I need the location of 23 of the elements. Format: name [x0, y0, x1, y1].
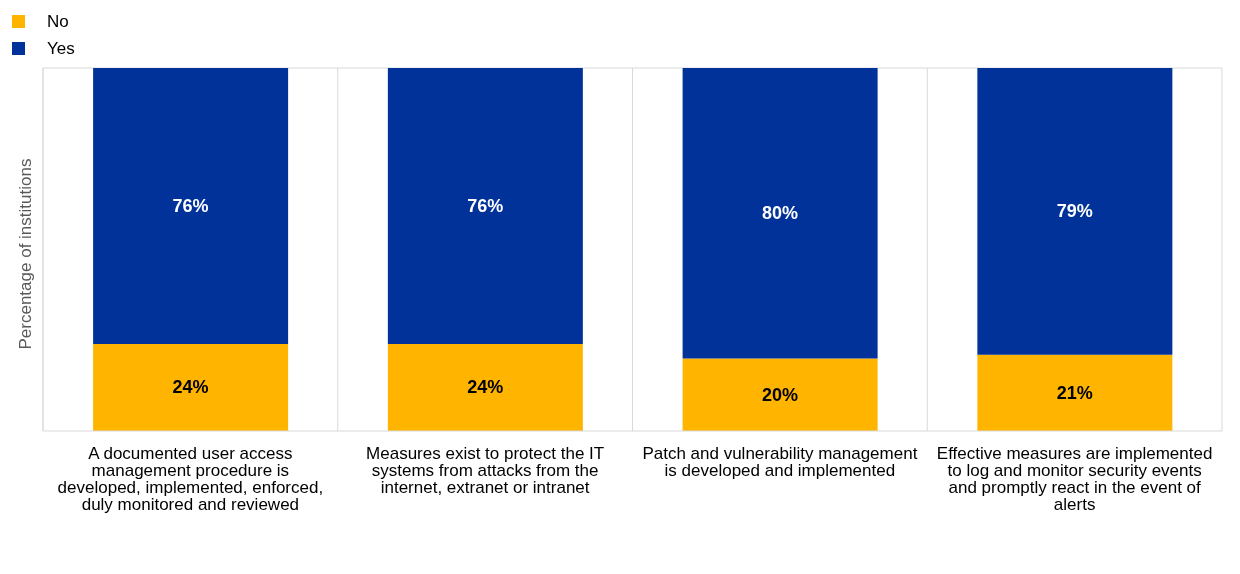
bar — [387, 68, 583, 344]
data-label: 20% — [762, 384, 799, 405]
x-tick-label: Effective measures are implemented to log and monitor security events and promptly react in the event of alerts — [936, 444, 1213, 515]
bar — [387, 343, 583, 431]
x-tick-label: Measures exist to protect the IT systems from attacks from the internet, extranet or intranet — [366, 444, 605, 498]
bar — [682, 68, 878, 359]
bar — [93, 68, 289, 344]
bar — [682, 358, 878, 431]
data-label: 24% — [172, 377, 209, 398]
data-label: 80% — [762, 203, 799, 224]
x-tick-label: Patch and vulnerability management is developed and implemented — [642, 444, 918, 481]
data-label: 76% — [467, 195, 504, 216]
data-label: 79% — [1056, 201, 1093, 222]
data-label: 76% — [172, 195, 209, 216]
x-tick-label: A documented user access management procedure is developed, implemented, enforced, duly monitored and reviewed — [57, 444, 324, 515]
data-label: 21% — [1056, 382, 1093, 403]
legend-label: No — [47, 11, 69, 32]
legend-label: Yes — [47, 38, 75, 59]
data-label: 24% — [467, 377, 504, 398]
y-axis-title: Percentage of institutions — [16, 158, 36, 350]
bar — [977, 68, 1173, 355]
bar — [93, 343, 289, 431]
bar — [977, 354, 1173, 431]
